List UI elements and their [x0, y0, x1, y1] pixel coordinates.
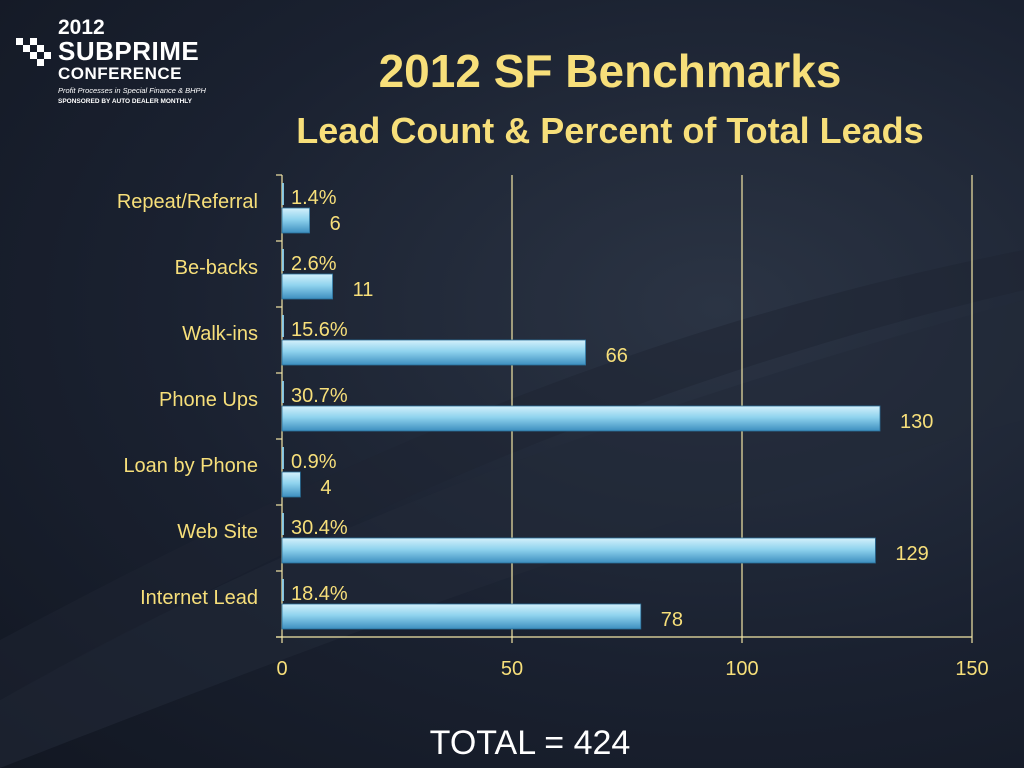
percent-label: 30.4% — [291, 517, 348, 539]
percent-label: 15.6% — [291, 319, 348, 341]
percent-label: 0.9% — [291, 451, 337, 473]
count-bar — [281, 405, 881, 432]
percent-bar — [282, 315, 284, 337]
logo-sponsor: SPONSORED BY AUTO DEALER MONTHLY — [58, 98, 192, 105]
count-bar — [281, 471, 301, 498]
count-label: 129 — [895, 543, 928, 565]
checker-logo-icon — [16, 38, 51, 66]
x-tick-label: 0 — [276, 658, 287, 680]
count-label: 66 — [606, 345, 628, 367]
logo-name-line2: CONFERENCE — [58, 64, 183, 83]
conference-logo: 2012 SUBPRIME CONFERENCE Profit Processe… — [14, 14, 244, 114]
category-label: Internet Lead — [140, 587, 258, 609]
category-label: Loan by Phone — [123, 455, 258, 477]
category-label: Repeat/Referral — [117, 191, 258, 213]
x-tick-label: 150 — [955, 658, 988, 680]
percent-label: 30.7% — [291, 385, 348, 407]
logo-name-line1: SUBPRIME — [58, 36, 200, 66]
x-tick-label: 100 — [725, 658, 758, 680]
count-bar — [281, 537, 876, 564]
percent-label: 1.4% — [291, 187, 337, 209]
logo-year: 2012 — [58, 16, 105, 39]
count-bar — [281, 339, 587, 366]
x-tick-label: 50 — [501, 658, 523, 680]
percent-bar — [282, 513, 284, 535]
total-leads: TOTAL = 424 — [429, 724, 631, 762]
logo-tagline: Profit Processes in Special Finance & BH… — [58, 86, 206, 95]
category-label: Phone Ups — [159, 389, 258, 411]
count-label: 4 — [320, 477, 331, 499]
category-label: Walk-ins — [182, 323, 258, 345]
count-bar — [281, 603, 642, 630]
slide-title: 2012 SF Benchmarks — [378, 45, 842, 97]
count-bar — [281, 273, 333, 300]
percent-label: 18.4% — [291, 583, 348, 605]
count-label: 11 — [353, 279, 374, 301]
count-label: 130 — [900, 411, 933, 433]
category-label: Be-backs — [175, 257, 258, 279]
category-label: Web Site — [177, 521, 258, 543]
percent-bar — [282, 249, 284, 271]
percent-bar — [282, 579, 284, 601]
percent-bar — [282, 381, 284, 403]
count-label: 78 — [661, 609, 683, 631]
percent-label: 2.6% — [291, 253, 337, 275]
percent-bar — [282, 183, 284, 205]
lead-count-bar-chart: 0 50 100 150 Repeat/Referral 1.4% 6 Be-backs 2.6… — [117, 174, 989, 680]
slide-subtitle: Lead Count & Percent of Total Leads — [296, 110, 924, 151]
percent-bar — [282, 447, 284, 469]
count-bar — [281, 207, 311, 234]
count-label: 6 — [330, 213, 341, 235]
